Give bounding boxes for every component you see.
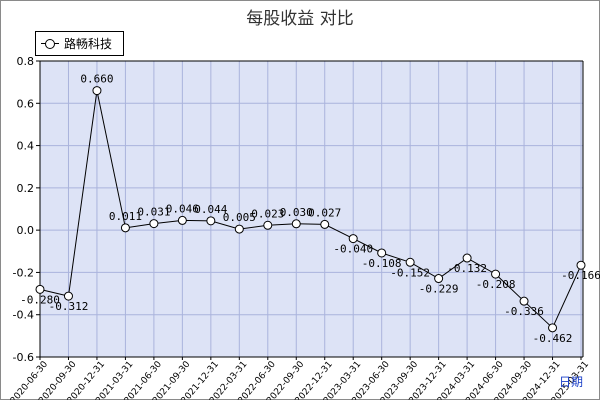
data-labels: -0.280-0.3120.6600.0110.0310.0460.0440.0…: [20, 73, 600, 345]
legend-label: 路畅科技: [64, 37, 113, 51]
data-label: -0.336: [504, 305, 544, 318]
y-tick-label: -0.6: [13, 351, 34, 364]
data-label: -0.166: [561, 269, 600, 282]
data-point-marker: [320, 219, 330, 229]
data-label: -0.108: [362, 257, 402, 270]
data-point-marker: [548, 323, 558, 333]
data-point-marker: [377, 248, 387, 258]
y-tick-label: 0.2: [17, 182, 35, 195]
data-label: 0.023: [251, 207, 284, 220]
data-point-marker: [462, 253, 472, 263]
y-tick-label: 0.4: [17, 140, 35, 153]
data-label: -0.462: [533, 332, 573, 345]
data-point-marker: [405, 257, 415, 267]
data-point-marker: [149, 219, 159, 229]
x-axis-label: 日期: [559, 375, 583, 389]
data-label: 0.044: [194, 203, 227, 216]
data-label: -0.152: [390, 266, 430, 279]
data-label: -0.229: [419, 283, 459, 296]
data-point-marker: [35, 284, 45, 294]
data-label: 0.005: [223, 211, 256, 224]
series-line: [39, 90, 582, 329]
data-point-marker: [576, 260, 586, 270]
data-label: 0.030: [280, 206, 313, 219]
data-label: -0.312: [49, 300, 89, 313]
x-tick-labels: 2020-06-302020-09-302020-12-312021-03-31…: [9, 357, 591, 400]
y-tick-label: -0.4: [13, 309, 34, 322]
y-tick-label: 0.6: [17, 97, 35, 110]
data-point-marker: [291, 219, 301, 229]
y-tick-label: 0.8: [17, 55, 35, 68]
data-point-marker: [120, 223, 130, 233]
data-point-marker: [519, 296, 529, 306]
y-tick-labels: 0.8 0.6 0.4 0.2 0.0 -0.2 -0.4 -0.6: [13, 55, 40, 364]
data-label: 0.031: [137, 206, 170, 219]
data-label: 0.011: [109, 210, 142, 223]
data-point-marker: [177, 215, 187, 225]
legend: 路畅科技: [35, 31, 124, 56]
legend-marker-icon: [45, 39, 55, 49]
data-point-marker: [92, 86, 102, 96]
data-point-marker: [348, 234, 358, 244]
data-point-marker: [491, 269, 501, 279]
plot-area: [40, 61, 583, 357]
data-label: 0.660: [80, 73, 113, 86]
series-路畅科技: [35, 86, 586, 333]
data-point-marker: [63, 291, 73, 301]
data-label: -0.208: [476, 278, 516, 291]
data-label: -0.132: [447, 262, 487, 275]
data-point-marker: [434, 274, 444, 284]
data-label: 0.046: [166, 202, 199, 215]
chart-title: 每股收益 对比: [246, 9, 354, 29]
data-point-marker: [234, 224, 244, 234]
y-tick-label: 0.0: [17, 224, 35, 237]
axes: [39, 60, 584, 358]
data-point-marker: [206, 216, 216, 226]
y-tick-label: -0.2: [13, 266, 34, 279]
data-point-marker: [263, 220, 273, 230]
data-label: 0.027: [308, 206, 341, 219]
data-label: -0.280: [20, 293, 60, 306]
data-label: -0.040: [333, 243, 373, 256]
